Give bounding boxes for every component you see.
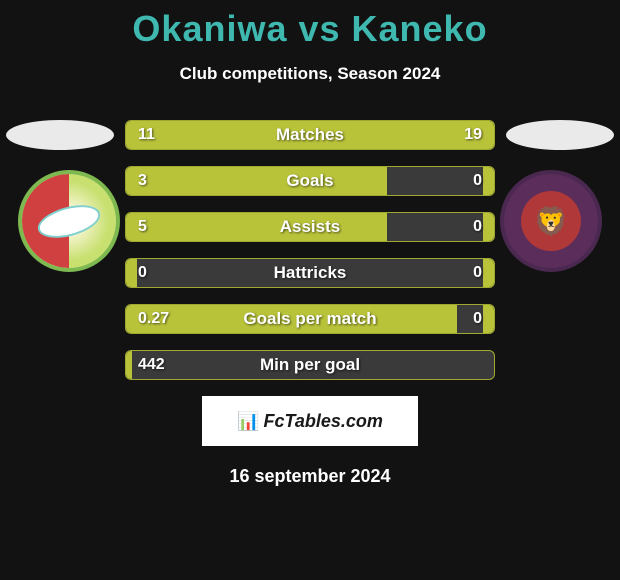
page-title: Okaniwa vs Kaneko [0,0,620,50]
brand-label: FcTables.com [264,411,383,432]
club-logo-left [18,170,120,272]
footer-date: 16 september 2024 [0,466,620,487]
player-photo-placeholder-right [506,120,614,150]
brand-chart-icon: 📊 [237,411,259,432]
stat-row: 0.27Goals per match0 [125,304,495,334]
stats-container: 11Matches193Goals05Assists00Hattricks00.… [125,120,495,380]
stat-label: Matches [126,121,494,149]
stat-label: Assists [126,213,494,241]
brand-box: 📊 FcTables.com [202,396,418,446]
stat-label: Goals per match [126,305,494,333]
subtitle: Club competitions, Season 2024 [0,64,620,84]
stat-label: Min per goal [126,351,494,379]
stat-row: 11Matches19 [125,120,495,150]
stat-value-right: 0 [473,305,482,333]
stat-label: Hattricks [126,259,494,287]
stat-row: 5Assists0 [125,212,495,242]
stat-value-right: 0 [473,167,482,195]
stat-row: 442Min per goal [125,350,495,380]
stat-row: 3Goals0 [125,166,495,196]
club-logo-right-emblem: 🦁 [521,191,581,251]
player-photo-placeholder-left [6,120,114,150]
stat-label: Goals [126,167,494,195]
stat-value-right: 0 [473,213,482,241]
comparison-area: 🦁 11Matches193Goals05Assists00Hattricks0… [0,120,620,487]
stat-value-right: 19 [464,121,482,149]
stat-row: 0Hattricks0 [125,258,495,288]
club-logo-right: 🦁 [500,170,602,272]
stat-value-right: 0 [473,259,482,287]
